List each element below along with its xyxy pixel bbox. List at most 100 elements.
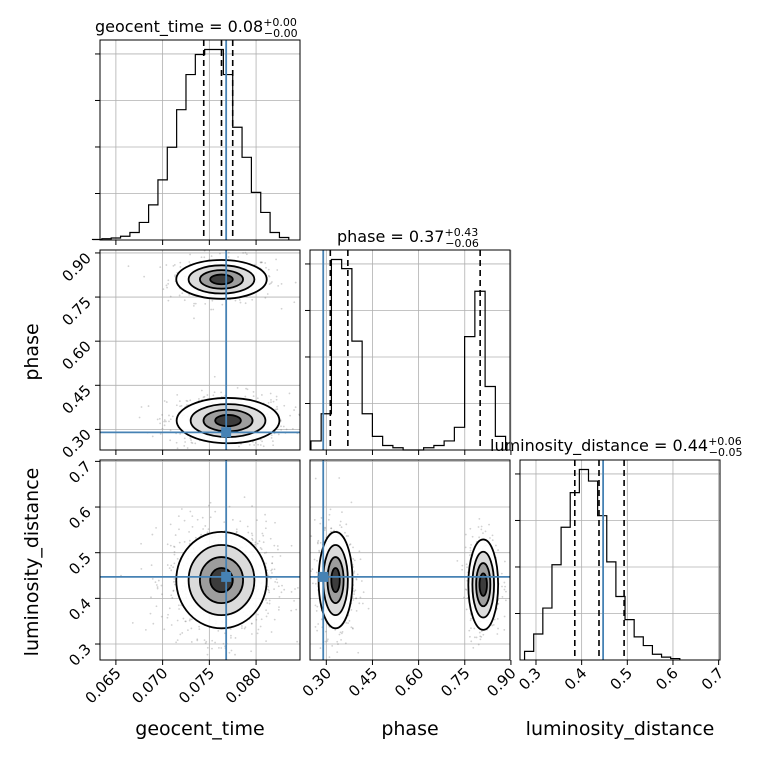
scatter-point [503, 615, 506, 618]
scatter-point [168, 414, 170, 417]
scatter-point [488, 667, 490, 669]
scatter-point [211, 647, 213, 650]
scatter-point [220, 391, 223, 394]
x-tick-label: 0.080 [222, 664, 265, 707]
y-tick-label: 0.4 [65, 594, 95, 624]
scatter-point [317, 623, 320, 625]
scatter-point [181, 292, 184, 295]
scatter-point [204, 302, 207, 305]
scatter-point [168, 420, 170, 423]
scatter-point [496, 633, 499, 635]
y-axis-label-luminosity-distance: luminosity_distance [21, 468, 43, 657]
title-geocent-time: geocent_time = 0.08+0.00 −0.00 [95, 16, 298, 40]
scatter-point [268, 599, 271, 602]
scatter-point [179, 432, 182, 435]
scatter-point [190, 441, 193, 444]
scatter-point [352, 558, 355, 560]
scatter-point [267, 268, 270, 271]
scatter-point [140, 406, 143, 408]
scatter-point [266, 293, 269, 295]
histogram-step [91, 48, 290, 241]
x-tick-label: 0.065 [82, 664, 125, 707]
scatter-point [176, 393, 179, 396]
y-tick-label: 0.60 [58, 337, 94, 373]
scatter-point [198, 398, 200, 400]
y-tick-label: 0.45 [58, 381, 94, 417]
scatter-point [314, 477, 317, 480]
truth-marker [221, 571, 232, 582]
scatter-point [473, 636, 476, 639]
scatter-point [257, 628, 260, 631]
scatter-point [327, 518, 330, 521]
scatter-point [270, 399, 272, 401]
scatter-point [276, 405, 278, 408]
scatter-point [194, 442, 197, 445]
scatter-point [350, 501, 353, 504]
x-tick-label: 0.5 [607, 664, 637, 694]
scatter-point [503, 560, 506, 563]
panel-frame [309, 459, 511, 661]
scatter-point [340, 638, 342, 641]
scatter-point [480, 635, 483, 638]
scatter-point [178, 528, 180, 531]
y-axis-label-phase: phase [21, 323, 43, 380]
scatter-point [478, 517, 481, 520]
scatter-point [478, 631, 481, 634]
scatter-point [190, 641, 193, 643]
scatter-point [166, 543, 169, 546]
scatter-point [206, 394, 209, 396]
scatter-point [339, 524, 341, 527]
x-tick-label: 0.070 [128, 664, 171, 707]
scatter-point [168, 567, 171, 570]
scatter-point [179, 405, 181, 408]
scatter-point [151, 533, 154, 536]
scatter-point [497, 627, 499, 630]
scatter-point [256, 542, 259, 545]
scatter-point [466, 597, 469, 599]
scatter-point [200, 533, 203, 536]
scatter-point [316, 559, 318, 562]
scatter-point [268, 275, 271, 278]
scatter-point [276, 545, 279, 547]
scatter-point [151, 577, 154, 580]
scatter-point [260, 394, 263, 396]
scatter-point [168, 607, 171, 610]
scatter-point [359, 558, 362, 561]
scatter-point [271, 572, 273, 574]
scatter-point [143, 275, 146, 278]
scatter-point [315, 610, 318, 612]
scatter-point [331, 645, 334, 647]
scatter-point [243, 627, 246, 630]
scatter-point [175, 441, 178, 444]
scatter-point [274, 521, 276, 524]
scatter-point [345, 621, 348, 624]
scatter-point [201, 516, 204, 519]
scatter-point [256, 632, 259, 635]
scatter-point [189, 399, 192, 402]
scatter-point [188, 261, 191, 263]
scatter-point [254, 441, 257, 444]
scatter-point [190, 439, 192, 441]
scatter-point [347, 622, 349, 625]
scatter-point [183, 299, 186, 302]
scatter-point [257, 443, 259, 446]
scatter-point [477, 526, 480, 528]
scatter-point [171, 596, 174, 599]
scatter-point [479, 635, 482, 638]
scatter-point [165, 264, 168, 266]
scatter-point [229, 628, 232, 630]
scatter-point [253, 444, 256, 446]
x-tick-label: 0.45 [345, 664, 381, 700]
scatter-point [170, 564, 173, 567]
scatter-point [239, 520, 242, 523]
scatter-point [261, 440, 264, 443]
scatter-point [191, 515, 194, 518]
scatter-point [482, 633, 485, 636]
scatter-point [330, 527, 333, 530]
scatter-point [503, 588, 506, 591]
scatter-point [267, 612, 270, 615]
x-tick-label: 0.7 [698, 664, 728, 694]
scatter-point [206, 531, 209, 534]
scatter-point [159, 266, 162, 269]
scatter-point [270, 436, 273, 439]
